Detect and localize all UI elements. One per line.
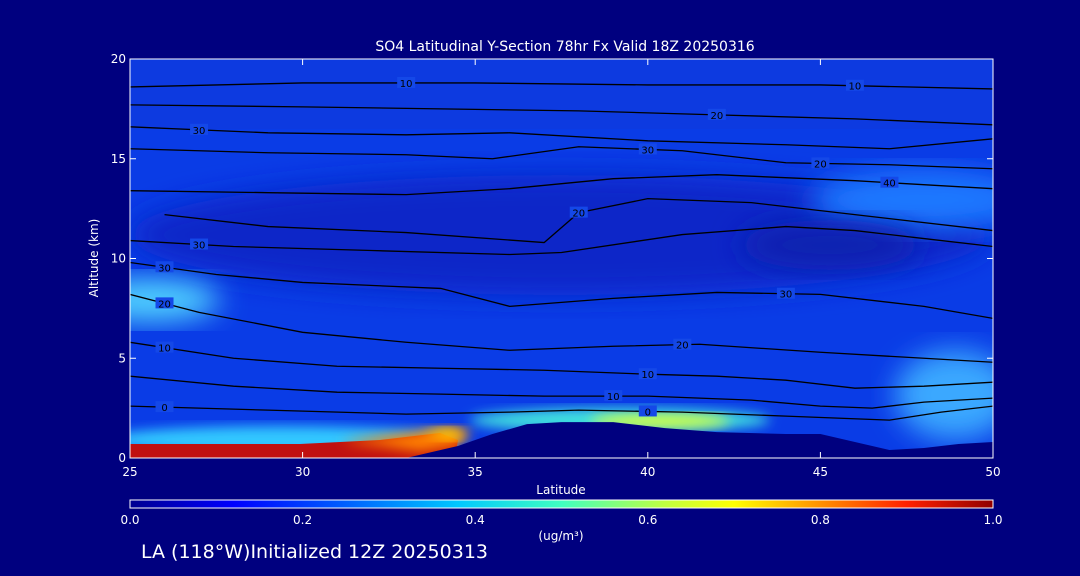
contour-label-bg-7 [155,341,174,353]
contour-label-bg-15 [673,338,692,350]
contour-label-1: 20 [710,111,723,122]
contour-line-3 [130,146,993,170]
contour-label-bg-6 [155,401,174,413]
contour-line-6 [130,225,993,256]
contour-label-bg-13 [638,405,657,417]
y-tick-label-4: 20 [111,52,126,66]
contour-label-bg-16 [776,287,795,299]
lower-right-plume [895,350,993,440]
x-tick-label-3: 40 [640,465,655,479]
contour-label-15: 20 [676,341,689,352]
contour-label-12: 10 [607,392,620,403]
x-tick-label-0: 25 [122,465,137,479]
contour-label-bg-9 [155,261,174,273]
y-tick-label-0: 0 [118,451,126,465]
contour-lines [130,82,993,421]
contour-label-17: 40 [883,179,896,190]
contour-label-bg-12 [604,390,623,402]
contour-label-bg-3 [638,143,657,155]
concentration-field: 10 20 30 30 20 10 0 10 20 30 30 20 10 0 10 20 30 40 [130,59,993,458]
contour-label-13: 0 [645,407,651,418]
upper-band [130,59,993,129]
colorbar-tick-label-2: 0.4 [466,513,485,527]
contour-label-6: 0 [161,403,167,414]
contour-label-10: 30 [193,241,206,252]
contour-label-bg-0 [397,76,416,88]
contour-label-bg-1 [707,108,726,120]
contour-label-14: 10 [641,370,654,381]
y-axis-ticks: 0 5 10 15 20 [111,52,993,465]
footer-init: Initialized 12Z 20250313 [250,541,488,563]
surface-layer-red [130,433,458,458]
contour-line-10 [130,375,993,409]
contour-label-7: 10 [158,344,171,355]
x-tick-label-4: 45 [813,465,828,479]
footer-location: LA (118°W) [141,541,251,563]
contour-label-0: 10 [400,79,413,90]
contour-label-11: 20 [572,209,585,220]
x-tick-label-5: 50 [985,465,1000,479]
colorbar-tick-label-1: 0.2 [293,513,312,527]
contour-line-7 [130,261,993,319]
contour-label-8: 20 [158,299,171,310]
contour-label-bg-11 [569,206,588,218]
colorbar-tick-label-0: 0.0 [120,513,139,527]
contour-label-bg-14 [638,368,657,380]
contour-labels: 10 20 30 30 20 10 0 10 20 30 30 20 10 0 10 20 30 40 [155,76,899,418]
y-tick-label-1: 5 [118,351,126,365]
y-tick-label-3: 15 [111,152,126,166]
y-tick-label-2: 10 [111,252,126,266]
contour-line-11 [130,405,993,421]
contour-label-3: 30 [641,145,654,156]
contour-line-2 [130,126,993,150]
contour-line-8 [130,293,993,363]
contour-label-2: 30 [193,126,206,137]
contour-label-16: 30 [780,290,793,301]
surface-layer-yellow [420,428,470,440]
colorbar-ticks: 0.0 0.2 0.4 0.6 0.8 1.0 [120,513,1002,527]
colorbar-tick-label-4: 0.8 [811,513,830,527]
terrain [130,422,993,458]
contour-label-bg-10 [190,238,209,250]
x-tick-label-1: 30 [295,465,310,479]
chart-title: SO4 Latitudinal Y-Section 78hr Fx Valid … [375,39,754,55]
mid-level-plume [130,278,220,322]
contour-label-5: 10 [849,82,862,93]
footer-caption: LA (118°W)Initialized 12Z 20250313 [141,541,488,563]
x-axis-ticks: 25 30 35 40 45 50 [122,59,1001,479]
x-tick-label-2: 35 [468,465,483,479]
contour-label-bg-2 [190,123,209,135]
contour-label-bg-17 [880,176,899,188]
colorbar-tick-label-5: 1.0 [983,513,1002,527]
contour-line-1 [130,104,993,126]
colorbar-label: (ug/m³) [538,529,583,543]
contour-line-4 [130,174,993,196]
x-axis-label: Latitude [536,483,585,497]
y-axis-label: Altitude (km) [87,219,101,298]
contour-label-bg-4 [811,157,830,169]
contour-label-bg-5 [845,79,864,91]
colorbar [129,499,994,509]
contour-label-4: 20 [814,159,827,170]
colorbar-tick-label-3: 0.6 [638,513,657,527]
contour-label-9: 30 [158,263,171,274]
contour-label-bg-8 [155,297,174,309]
